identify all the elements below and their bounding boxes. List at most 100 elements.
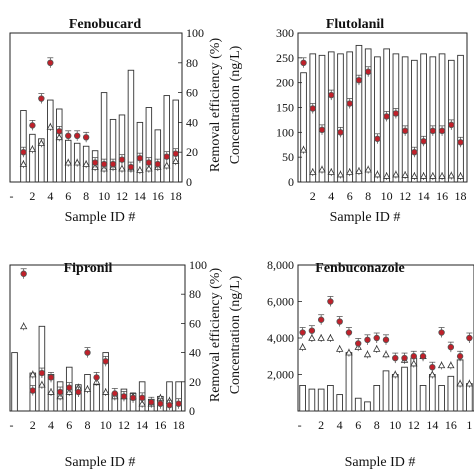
chart-title-flutolanil: Flutolanil <box>326 17 384 32</box>
chart-title-fenobucard: Fenobucard <box>69 17 142 32</box>
circle-point <box>145 159 153 166</box>
circle-point <box>56 128 63 135</box>
y-tick-label: 100 <box>276 125 294 139</box>
circle-point <box>20 270 27 277</box>
bar <box>374 56 381 183</box>
y-tick-label: 8,000 <box>267 258 294 272</box>
triangle-point <box>355 167 363 174</box>
right-y-tick-label: 60 <box>186 86 198 100</box>
x-tick-label: 6 <box>66 418 72 432</box>
circle-point <box>29 387 36 394</box>
circle-point <box>65 132 72 140</box>
circle-point <box>38 95 45 102</box>
triangle-point <box>336 345 344 352</box>
circle-point <box>337 129 344 136</box>
y-tick-label: 300 <box>276 26 294 40</box>
x-tick-label: 16 <box>436 189 448 203</box>
triangle-point <box>299 145 308 153</box>
circle-point <box>157 400 164 407</box>
right-y-tick-label: 100 <box>189 258 207 272</box>
x-tick-label: 8 <box>83 189 89 203</box>
bar <box>429 56 437 183</box>
triangle-point <box>64 158 72 166</box>
circle-point <box>100 160 108 168</box>
plot-fipronil: - 2 4 6 8 10 12 14 16 18 <box>9 264 186 432</box>
circle-point <box>299 329 306 336</box>
triangle-point <box>437 361 446 369</box>
bar <box>447 375 455 412</box>
triangle-point <box>336 170 345 178</box>
circle-point <box>429 364 436 371</box>
right-y-tick-label: 20 <box>189 375 201 389</box>
triangle-point <box>309 168 317 175</box>
bar <box>336 394 344 412</box>
right-y-tick-label: 80 <box>186 56 198 70</box>
circle-point <box>345 329 353 336</box>
bar <box>391 374 399 412</box>
x-tick-label: 8 <box>365 189 371 203</box>
triangle-point <box>447 171 455 179</box>
circle-point <box>172 150 179 157</box>
bar <box>47 99 54 183</box>
bar <box>166 381 173 412</box>
x-tick-label: 10 <box>98 189 110 203</box>
triangle-point <box>298 343 307 350</box>
circle-point <box>120 393 128 400</box>
triangle-point <box>38 380 46 388</box>
bar <box>345 352 353 412</box>
bar <box>382 370 390 412</box>
circle-point <box>383 113 390 120</box>
triangle-point <box>401 171 409 178</box>
triangle-point <box>392 170 400 178</box>
x-tick-label: 8 <box>374 418 380 432</box>
triangle-point <box>326 334 335 341</box>
triangle-point <box>37 139 46 147</box>
circle-point <box>364 68 372 75</box>
circle-point <box>84 349 91 356</box>
bar <box>401 56 409 183</box>
bar <box>127 69 135 183</box>
y-axis-label-fenbuconazole: Concentration (ng/L) <box>228 275 243 394</box>
triangle-point <box>28 145 37 153</box>
circle-point <box>364 336 371 344</box>
circle-point <box>317 316 325 323</box>
bar <box>300 72 307 183</box>
circle-point <box>308 327 316 334</box>
circle-point <box>175 400 182 407</box>
triangle-point <box>308 334 316 341</box>
y-tick-label: 0 <box>288 175 294 189</box>
circle-point <box>109 160 117 168</box>
x-tick-label: 2 <box>318 418 324 432</box>
right-axis-label-top: Removal efficiency (%) <box>208 38 223 173</box>
x-tick-label: 4 <box>48 418 54 432</box>
x-tick-label: 6 <box>355 418 361 432</box>
bar <box>172 99 179 183</box>
circle-point <box>355 340 362 347</box>
right-axis-top: 100 80 60 40 20 0 <box>178 26 204 189</box>
bar <box>355 44 363 183</box>
triangle-point <box>172 157 180 164</box>
triangle-point <box>102 388 110 395</box>
triangle-point <box>363 350 372 358</box>
bar <box>109 118 117 183</box>
plot-flutolanil: 2 4 6 8 10 12 14 16 18 0 50 100 150 200 250 300 <box>276 26 468 203</box>
bar <box>11 352 18 412</box>
triangle-point <box>318 165 326 173</box>
circle-point <box>448 121 455 129</box>
circle-point <box>93 374 100 381</box>
bar <box>364 48 372 183</box>
circle-point <box>447 343 455 351</box>
circle-point <box>429 127 437 135</box>
bar <box>175 381 182 412</box>
bar <box>354 397 362 412</box>
y-tick-label: 250 <box>276 51 294 65</box>
circle-point <box>138 394 146 402</box>
bar <box>401 366 408 412</box>
x-tick-label: 12 <box>399 189 411 203</box>
triangle-point <box>47 388 55 395</box>
circle-point <box>73 132 81 140</box>
right-y-tick-label: 0 <box>189 404 195 418</box>
triangle-point <box>429 172 437 179</box>
chart-title-fipronil: Fipronil <box>64 261 113 276</box>
circle-point <box>438 127 446 135</box>
